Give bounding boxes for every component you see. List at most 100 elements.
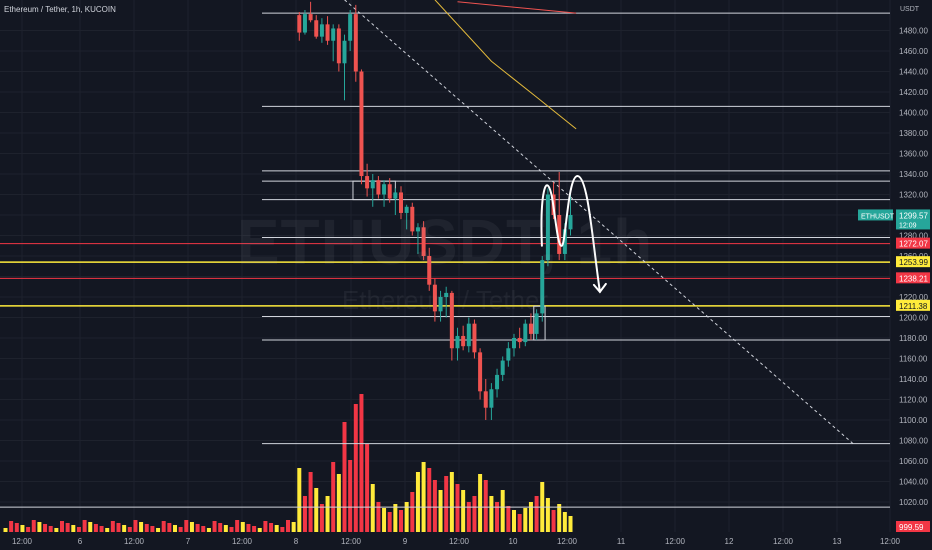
candle-body — [427, 256, 432, 285]
horizontal-levels[interactable] — [0, 12, 890, 508]
volume-bar — [382, 508, 387, 532]
price-tick-label: 1220.00 — [899, 293, 928, 302]
volume-bar — [528, 502, 533, 532]
volume-bar — [495, 502, 500, 532]
time-tick-label: 12:00 — [12, 537, 33, 546]
double-top-curve[interactable] — [540, 175, 601, 293]
candle-body — [421, 227, 426, 256]
volume-bar — [472, 496, 477, 532]
volume-bar — [314, 488, 319, 532]
volume-bar — [325, 496, 330, 532]
volume-bar — [161, 521, 166, 532]
volume-bar — [105, 528, 110, 532]
price-tick-label: 1280.00 — [899, 232, 928, 241]
level-badge-yellow-bg — [896, 256, 930, 268]
volume-bar — [93, 524, 98, 532]
candle-body — [483, 391, 488, 408]
time-tick-label: 9 — [403, 537, 408, 546]
volume-bar — [308, 472, 313, 532]
volume-bar — [286, 520, 290, 532]
level-badge-red-bg — [896, 237, 930, 249]
candle-body — [568, 215, 573, 230]
volume-bar — [370, 484, 375, 532]
volume-bar — [99, 526, 104, 532]
time-tick-label: 11 — [617, 537, 626, 546]
moving-average-line — [457, 1, 577, 14]
volume-bar — [302, 496, 307, 532]
double-top-annotation[interactable] — [540, 175, 607, 294]
volume-bar — [387, 512, 392, 532]
volume-bar — [110, 521, 115, 532]
volume-bar — [9, 521, 14, 532]
time-tick-label: 12 — [725, 537, 734, 546]
price-tick-label: 1440.00 — [899, 68, 928, 77]
arrow-down-icon[interactable] — [592, 282, 607, 294]
candle-body — [562, 229, 567, 254]
volume-bar — [223, 525, 228, 532]
time-tick-label: 7 — [186, 537, 191, 546]
volume-bar — [489, 496, 494, 532]
candle-body — [455, 335, 460, 349]
price-tick-label: 1020.00 — [899, 498, 928, 507]
volume-bar — [3, 528, 8, 532]
time-tick-label: 12:00 — [665, 537, 686, 546]
volume-bar — [432, 480, 437, 532]
level-badge-yellow: 1211.38 — [899, 302, 928, 311]
candle-body — [302, 14, 307, 33]
volume-bar — [461, 490, 466, 532]
candle-body — [370, 180, 375, 189]
candle-body — [557, 215, 562, 254]
volume-bar — [415, 472, 420, 532]
moving-average-line — [434, 0, 577, 130]
level-badge-yellow-bg — [896, 299, 930, 311]
volume-bar — [71, 525, 76, 532]
candle-body — [438, 297, 443, 312]
trendline[interactable] — [344, 0, 854, 444]
candle-body — [314, 20, 319, 37]
candle-body — [353, 14, 358, 72]
candle-body — [319, 24, 324, 37]
volume-bar — [218, 523, 223, 532]
volume-bar — [353, 404, 358, 532]
trendline-dashed[interactable] — [344, 0, 854, 444]
volume-bar — [483, 480, 488, 532]
candle-body — [308, 14, 313, 21]
time-tick-label: 12:00 — [557, 537, 578, 546]
volume-bar — [427, 468, 432, 532]
volume-bar — [229, 527, 234, 532]
support-box[interactable] — [533, 305, 546, 341]
time-tick-label: 12:00 — [449, 537, 470, 546]
volume-bar — [444, 476, 449, 532]
price-tick-label: 1040.00 — [899, 478, 928, 487]
level-badge-red: 1272.07 — [899, 240, 928, 249]
volume-bar — [116, 523, 121, 532]
candle-body — [348, 14, 353, 41]
price-tick-label: 1480.00 — [899, 27, 928, 36]
price-tick-label: 1420.00 — [899, 88, 928, 97]
volume-bar — [438, 490, 443, 532]
volume-bar — [139, 522, 144, 532]
volume-bar — [88, 522, 93, 532]
volume-bar — [26, 527, 31, 532]
volume-bar — [500, 490, 505, 532]
time-axis[interactable]: 12:00 6 12:00 7 12:00 8 12:00 9 12:00 10 12:00 11 12… — [0, 532, 901, 550]
volume-bar — [246, 524, 251, 532]
time-tick-label: 12:00 — [880, 537, 901, 546]
candle-body — [517, 338, 522, 343]
volume-bar — [240, 522, 245, 532]
volume-bar — [512, 510, 516, 532]
price-tick-label: 1060.00 — [899, 457, 928, 466]
level-badge-bottom: 999.59 — [899, 523, 924, 532]
volume-bar — [466, 502, 471, 532]
candle-body — [466, 323, 471, 347]
current-symbol-badge-bg — [858, 209, 893, 221]
volume-bar — [54, 528, 59, 532]
candle-body — [523, 323, 528, 343]
volume-bar — [206, 528, 211, 532]
candle-body — [506, 348, 511, 361]
candle-body — [444, 292, 449, 297]
volume-bar — [348, 460, 353, 532]
candle-body — [336, 28, 341, 64]
countdown-label: 12:09 — [899, 222, 917, 229]
